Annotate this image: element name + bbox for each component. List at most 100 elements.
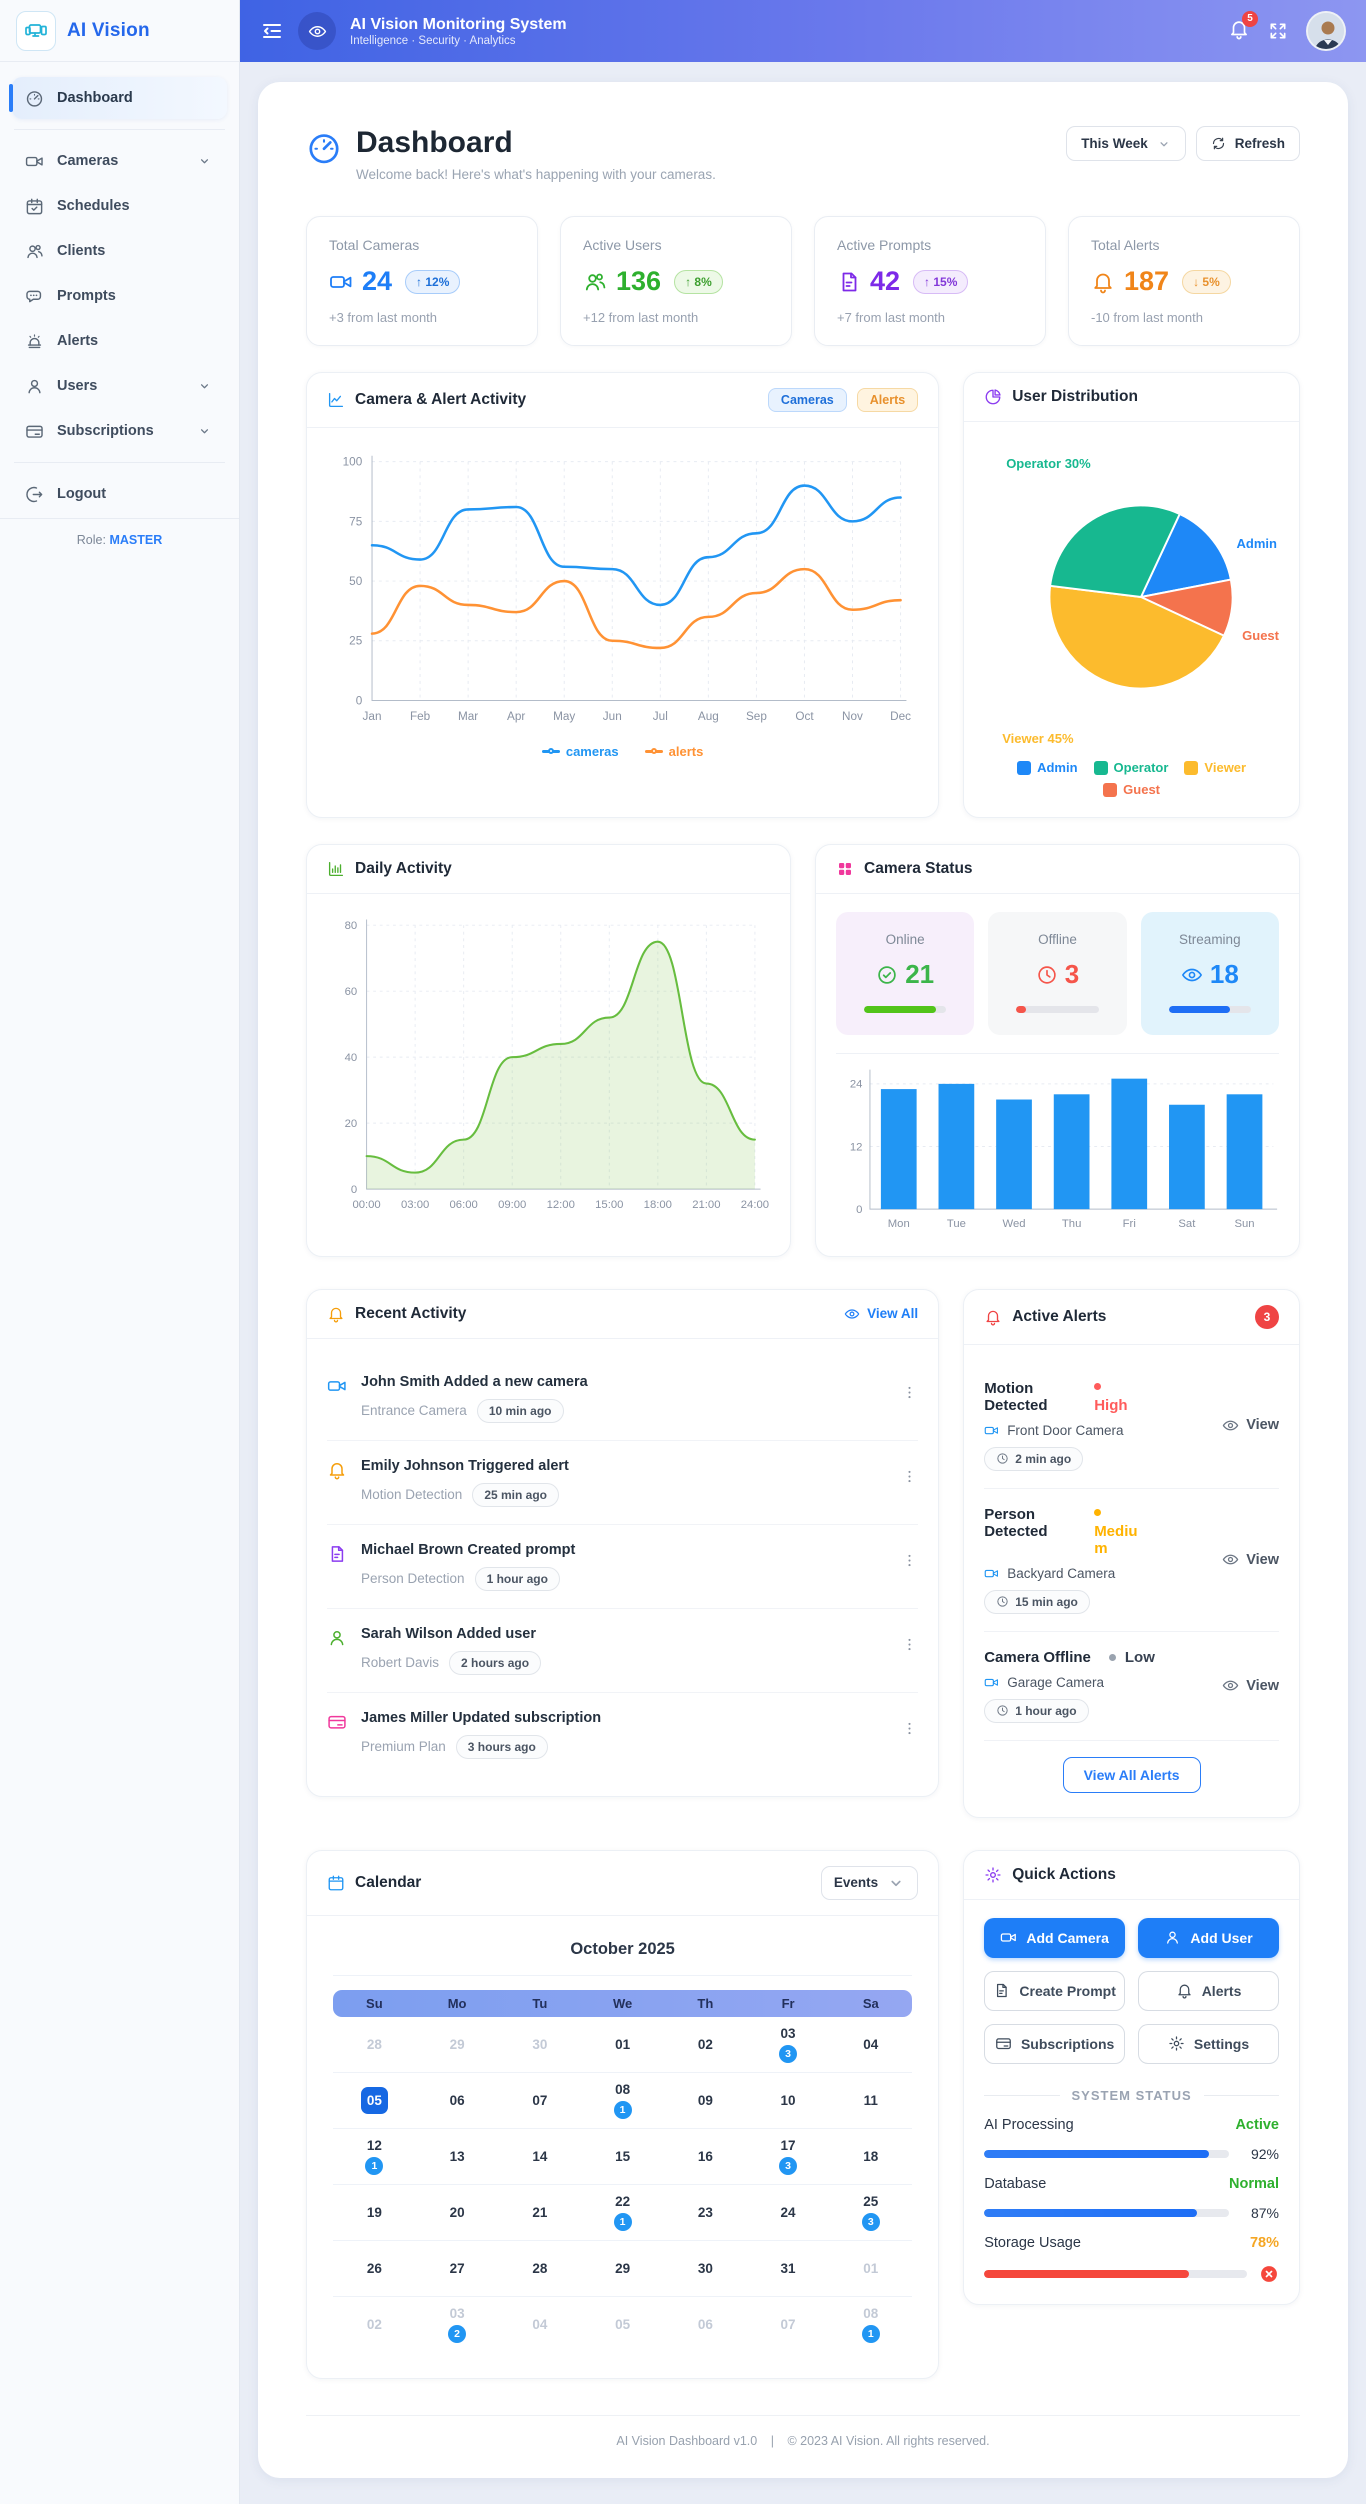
sidebar-item-label: Users [57, 378, 98, 394]
more-options-button[interactable] [901, 1550, 918, 1572]
calendar-day[interactable]: 25 3 [829, 2185, 912, 2240]
calendar-day[interactable]: 17 3 [747, 2129, 830, 2184]
avatar[interactable] [1306, 11, 1346, 51]
calendar-day[interactable]: 01 [829, 2241, 912, 2296]
calendar-day[interactable]: 05 [333, 2073, 416, 2128]
view-all-link[interactable]: View All [844, 1306, 918, 1322]
stat-card-active-users[interactable]: Active Users 136 ↑ 8% +12 from last mont… [560, 216, 792, 346]
calendar-day[interactable]: 14 [498, 2129, 581, 2184]
calendar-day[interactable]: 30 [498, 2017, 581, 2072]
calendar-day[interactable]: 01 [581, 2017, 664, 2072]
calendar-day[interactable]: 09 [664, 2073, 747, 2128]
more-options-button[interactable] [901, 1466, 918, 1488]
legend-item-operator[interactable]: Operator [1093, 760, 1168, 775]
calendar-day[interactable]: 31 [747, 2241, 830, 2296]
alerts-chip[interactable]: Alerts [856, 388, 919, 412]
legend-item-guest[interactable]: Guest [1103, 782, 1160, 797]
more-options-button[interactable] [901, 1718, 918, 1740]
cameras-chip[interactable]: Cameras [767, 388, 847, 412]
subscriptions-button[interactable]: Subscriptions [984, 2023, 1126, 2064]
calendar-day[interactable]: 24 [747, 2185, 830, 2240]
calendar-day[interactable]: 20 [416, 2185, 499, 2240]
more-options-button[interactable] [901, 1634, 918, 1656]
bar-Tue[interactable] [938, 1083, 975, 1210]
notifications-button[interactable]: 5 [1228, 10, 1258, 45]
calendar-day[interactable]: 23 [664, 2185, 747, 2240]
stat-card-active-prompts[interactable]: Active Prompts 42 ↑ 15% +7 from last mon… [814, 216, 1046, 346]
calendar-day[interactable]: 06 [416, 2073, 499, 2128]
sidebar-item-logout[interactable]: Logout [12, 473, 227, 515]
calendar-day[interactable]: 10 [747, 2073, 830, 2128]
create-prompt-button[interactable]: Create Prompt [984, 1970, 1126, 2011]
collapse-menu-icon[interactable] [260, 19, 284, 43]
view-all-alerts-button[interactable]: View All Alerts [1062, 1756, 1201, 1793]
bar-Fri[interactable] [1111, 1078, 1148, 1210]
calendar-day[interactable]: 03 3 [747, 2017, 830, 2072]
pie-slice-operator[interactable] [1049, 504, 1181, 598]
bar-Mon[interactable] [880, 1089, 917, 1210]
sidebar-item-clients[interactable]: Clients [12, 230, 227, 272]
add-user-button[interactable]: Add User [1138, 1917, 1279, 1958]
stat-card-total-cameras[interactable]: Total Cameras 24 ↑ 12% +3 from last mont… [306, 216, 538, 346]
clients-icon [25, 242, 44, 261]
gear-icon [1168, 2035, 1185, 2052]
alert-view-button[interactable]: View [1222, 1677, 1279, 1694]
calendar-day[interactable]: 11 [829, 2073, 912, 2128]
calendar-day[interactable]: 28 [333, 2017, 416, 2072]
calendar-day[interactable]: 29 [581, 2241, 664, 2296]
calendar-day[interactable]: 04 [498, 2297, 581, 2352]
bar-Sun[interactable] [1226, 1094, 1263, 1210]
calendar-day[interactable]: 07 [747, 2297, 830, 2352]
calendar-day[interactable]: 08 1 [581, 2073, 664, 2128]
calendar-day[interactable]: 18 [829, 2129, 912, 2184]
calendar-day[interactable]: 03 2 [416, 2297, 499, 2352]
calendar-day[interactable]: 19 [333, 2185, 416, 2240]
sidebar-item-alerts[interactable]: Alerts [12, 320, 227, 362]
sidebar-item-schedules[interactable]: Schedules [12, 185, 227, 227]
calendar-day[interactable]: 29 [416, 2017, 499, 2072]
calendar-day[interactable]: 26 [333, 2241, 416, 2296]
bar-Thu[interactable] [1053, 1094, 1090, 1210]
legend-item-alerts[interactable]: alerts [644, 744, 703, 759]
calendar-day[interactable]: 13 [416, 2129, 499, 2184]
sidebar-item-dashboard[interactable]: Dashboard [9, 77, 227, 119]
calendar-day[interactable]: 28 [498, 2241, 581, 2296]
bar-Wed[interactable] [996, 1099, 1032, 1210]
calendar-day[interactable]: 21 [498, 2185, 581, 2240]
sidebar-item-cameras[interactable]: Cameras [12, 140, 227, 182]
bar-Sat[interactable] [1169, 1104, 1205, 1210]
calendar-day[interactable]: 05 [581, 2297, 664, 2352]
calendar-day[interactable]: 15 [581, 2129, 664, 2184]
calendar-day[interactable]: 12 1 [333, 2129, 416, 2184]
calendar-day[interactable]: 08 1 [829, 2297, 912, 2352]
alert-view-button[interactable]: View [1222, 1417, 1279, 1434]
calendar-day[interactable]: 27 [416, 2241, 499, 2296]
pie-slice-viewer[interactable] [1048, 584, 1226, 690]
sidebar-item-subscriptions[interactable]: Subscriptions [12, 410, 227, 452]
period-select[interactable]: This Week [1066, 126, 1186, 161]
more-options-button[interactable] [901, 1382, 918, 1404]
alerts-button[interactable]: Alerts [1138, 1970, 1279, 2011]
calendar-day[interactable]: 06 [664, 2297, 747, 2352]
pie-slice-admin[interactable] [1140, 513, 1233, 598]
calendar-day[interactable]: 30 [664, 2241, 747, 2296]
sidebar-item-users[interactable]: Users [12, 365, 227, 407]
fullscreen-icon[interactable] [1268, 21, 1288, 41]
legend-item-viewer[interactable]: Viewer [1184, 760, 1246, 775]
alert-view-button[interactable]: View [1222, 1551, 1279, 1568]
user-distribution-panel: User Distribution Operator 30% Admin Guest… [963, 372, 1300, 818]
calendar-day[interactable]: 02 [664, 2017, 747, 2072]
calendar-filter-select[interactable]: Events [820, 1865, 919, 1900]
calendar-day[interactable]: 22 1 [581, 2185, 664, 2240]
calendar-day[interactable]: 04 [829, 2017, 912, 2072]
add-camera-button[interactable]: Add Camera [984, 1917, 1126, 1958]
refresh-button[interactable]: Refresh [1195, 126, 1300, 161]
calendar-day[interactable]: 07 [498, 2073, 581, 2128]
sidebar-item-prompts[interactable]: Prompts [12, 275, 227, 317]
stat-card-total-alerts[interactable]: Total Alerts 187 ↓ 5% -10 from last mont… [1068, 216, 1300, 346]
legend-item-cameras[interactable]: cameras [541, 744, 619, 759]
calendar-day[interactable]: 02 [333, 2297, 416, 2352]
legend-item-admin[interactable]: Admin [1017, 760, 1078, 775]
calendar-day[interactable]: 16 [664, 2129, 747, 2184]
settings-button[interactable]: Settings [1138, 2023, 1279, 2064]
